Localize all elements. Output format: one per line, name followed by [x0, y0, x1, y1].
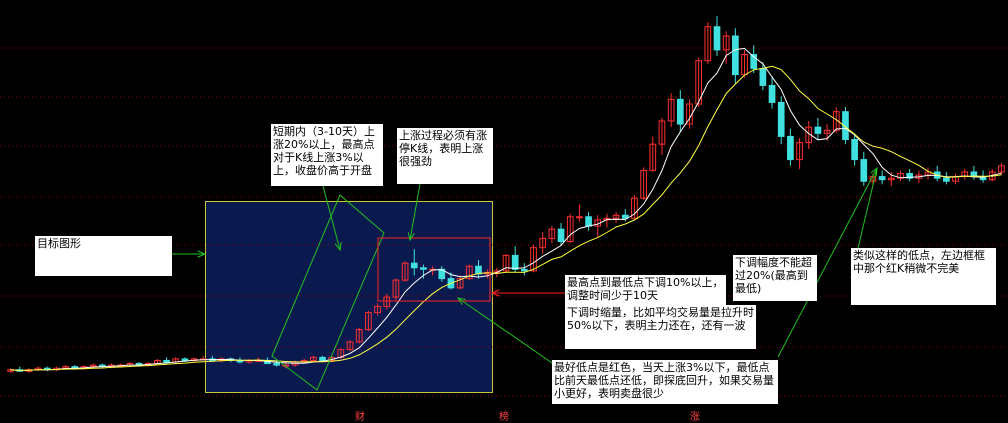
candle-body-93	[860, 159, 868, 182]
candle-body-95	[878, 176, 886, 181]
candle-body-81	[750, 54, 758, 69]
candle-body-60	[557, 228, 565, 242]
annotation-target: 目标图形	[35, 236, 172, 276]
ma-long-line	[10, 65, 1002, 372]
candle-body-55	[511, 254, 519, 270]
candle-body-38	[355, 329, 363, 343]
arrow-similar-low	[777, 167, 878, 358]
candle-body-70	[649, 143, 657, 171]
candle-body-34	[319, 356, 326, 361]
candle-body-33	[309, 356, 317, 361]
candle-body-87	[805, 126, 813, 144]
candle-body-44	[410, 262, 418, 269]
annotation-similar-low: 类似这样的低点，左边框框中那个红K稍微不完美	[851, 248, 996, 305]
candle-body-89	[823, 129, 831, 134]
candle-body-50	[465, 265, 473, 280]
arrow-target-head	[197, 250, 207, 258]
ma-short-line	[10, 47, 1002, 372]
candle-body-68	[631, 197, 638, 219]
x-label-2: 涨	[690, 412, 700, 423]
candle-body-73	[676, 98, 684, 125]
candle-body-96	[887, 177, 895, 181]
annotation-best-low: 最好低点是红色，当天上涨3%以下，最低点比前天最低点还低，即探底回升，如果交易量…	[552, 360, 778, 404]
candle-body-0	[7, 369, 14, 372]
annotation-drop-limit: 下调幅度不能超过20%(最高到最低)	[733, 255, 817, 301]
candle-body-49	[456, 278, 464, 289]
candle-body-69	[640, 169, 647, 199]
candle-body-54	[502, 254, 510, 272]
candle-body-40	[374, 305, 381, 314]
candle-body-61	[566, 216, 574, 242]
candle-body-41	[383, 296, 391, 307]
candle-body-67	[621, 214, 629, 219]
candle-body-76	[704, 26, 712, 62]
candle-body-84	[777, 101, 785, 137]
candle-body-78	[722, 35, 730, 51]
candle-body-72	[667, 98, 675, 122]
candle-body-75	[695, 60, 703, 105]
x-label-1: 榜	[499, 412, 509, 423]
candle-body-79	[732, 35, 739, 76]
candle-body-90	[832, 111, 840, 131]
candle-body-51	[475, 265, 482, 275]
candle-body-37	[346, 341, 354, 351]
rise-channel-box	[271, 194, 385, 391]
candle-body-19	[181, 358, 189, 361]
arrow-limit-head	[407, 232, 415, 242]
candle-body-82	[759, 67, 767, 86]
candle-body-62	[576, 216, 583, 219]
candle-body-86	[796, 142, 803, 161]
annotation-volume: 下调时缩量，比如平均交易量是拉升时50%以下，表明主力还在，还有一波	[565, 305, 756, 349]
arrow-limit	[409, 183, 421, 241]
annotation-pullback: 最高点到最低点下调10%以上，调整时间少于10天	[565, 275, 726, 305]
arrow-best-low	[457, 297, 556, 366]
pullback-box	[377, 237, 491, 302]
candle-body-57	[530, 247, 537, 272]
candle-body-45	[420, 267, 427, 270]
arrow-rise	[322, 185, 341, 251]
candle-body-17	[163, 359, 170, 363]
candle-body-56	[521, 268, 528, 272]
candle-body-43	[401, 262, 409, 281]
candle-body-63	[585, 216, 592, 227]
candle-body-29	[273, 363, 280, 366]
candle-body-102	[943, 177, 950, 182]
candle-body-66	[612, 214, 620, 219]
candle-body-42	[392, 279, 400, 298]
candle-body-39	[365, 312, 372, 331]
arrow-best-low-head	[456, 297, 466, 306]
candle-body-98	[906, 173, 914, 179]
candle-body-85	[787, 135, 794, 161]
candle-body-91	[842, 111, 849, 141]
annotation-limit-up: 上涨过程必须有涨停K线，表明上涨很强劲	[397, 128, 493, 184]
candle-body-108	[998, 165, 1005, 173]
candle-body-77	[713, 26, 721, 51]
arrow-pullback-head	[490, 289, 500, 297]
candle-body-71	[658, 120, 666, 145]
candle-body-83	[768, 84, 776, 103]
arrow-rise-head	[334, 242, 342, 252]
x-label-0: 财	[355, 412, 365, 423]
candle-body-58	[539, 237, 547, 249]
candle-body-88	[814, 126, 822, 134]
annotation-rise: 短期内（3-10天）上涨20%以上，最高点对于K线上涨3%以上，收盘价高于开盘	[271, 124, 383, 186]
candle-body-92	[851, 139, 858, 161]
candle-body-59	[548, 228, 556, 239]
